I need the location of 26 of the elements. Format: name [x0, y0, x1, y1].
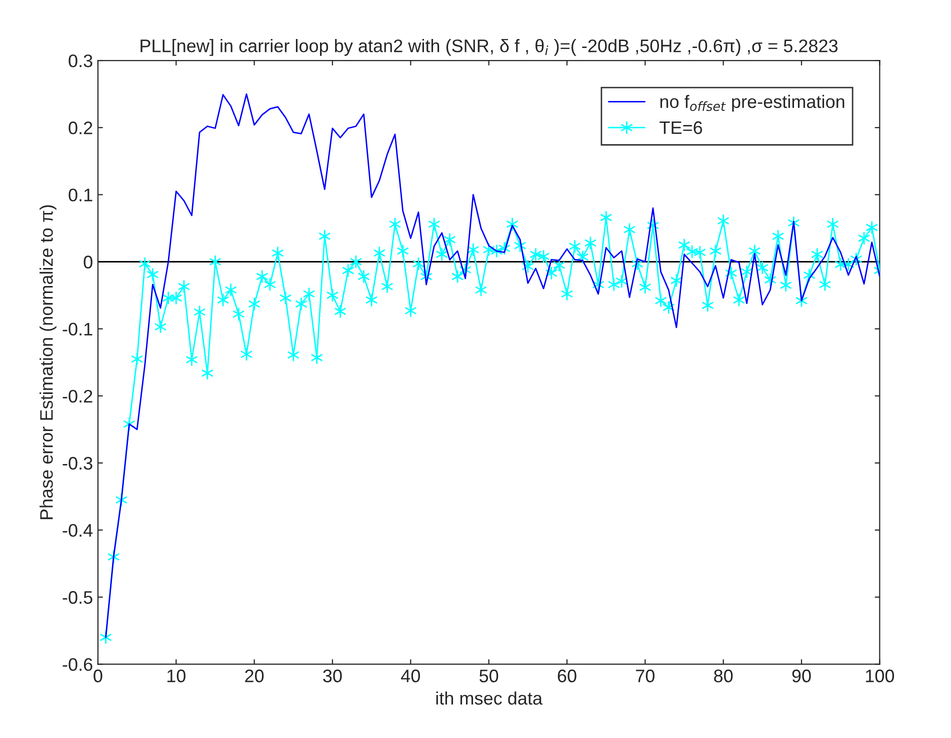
x-tick-label: 70 [636, 670, 654, 682]
y-tick-label: -0.3 [62, 456, 92, 470]
y-axis-title: Phase error Estimation (normalize to π) [40, 205, 56, 520]
y-tick-label: 0.3 [68, 54, 92, 68]
y-tick-label: 0.1 [68, 188, 92, 202]
legend-label: no f$_{offset}$ pre-estimation [660, 94, 844, 112]
x-tick-label: 50 [479, 670, 498, 682]
y-tick-label: -0.5 [62, 591, 92, 604]
chart-title: PLL[new] in carrier loop by atan2 with (SNR, δ f , θ$_{i}$ )=( -20dB ,50Hz ,-0.6π) ,σ = 5.2823 [140, 39, 838, 56]
x-tick-label: 60 [558, 670, 576, 682]
legend-label: TE=6 [660, 121, 702, 134]
x-tick-label: 20 [245, 670, 264, 682]
x-tick-label: 0 [94, 670, 102, 682]
y-tick-label: -0.6 [62, 658, 92, 671]
y-tick-label: 0.2 [68, 122, 92, 134]
x-tick-label: 10 [167, 670, 186, 682]
x-axis-title: ith msec data [436, 691, 543, 705]
y-tick-label: 0 [84, 256, 92, 268]
y-tick-label: -0.4 [62, 524, 93, 537]
x-tick-label: 80 [714, 670, 733, 682]
x-tick-label: 40 [401, 670, 420, 682]
x-tick-label: 90 [792, 670, 811, 682]
x-tick-label: 100 [866, 670, 894, 682]
x-tick-label: 30 [323, 670, 342, 682]
y-tick-label: -0.1 [62, 322, 92, 336]
y-tick-label: -0.2 [62, 390, 92, 403]
